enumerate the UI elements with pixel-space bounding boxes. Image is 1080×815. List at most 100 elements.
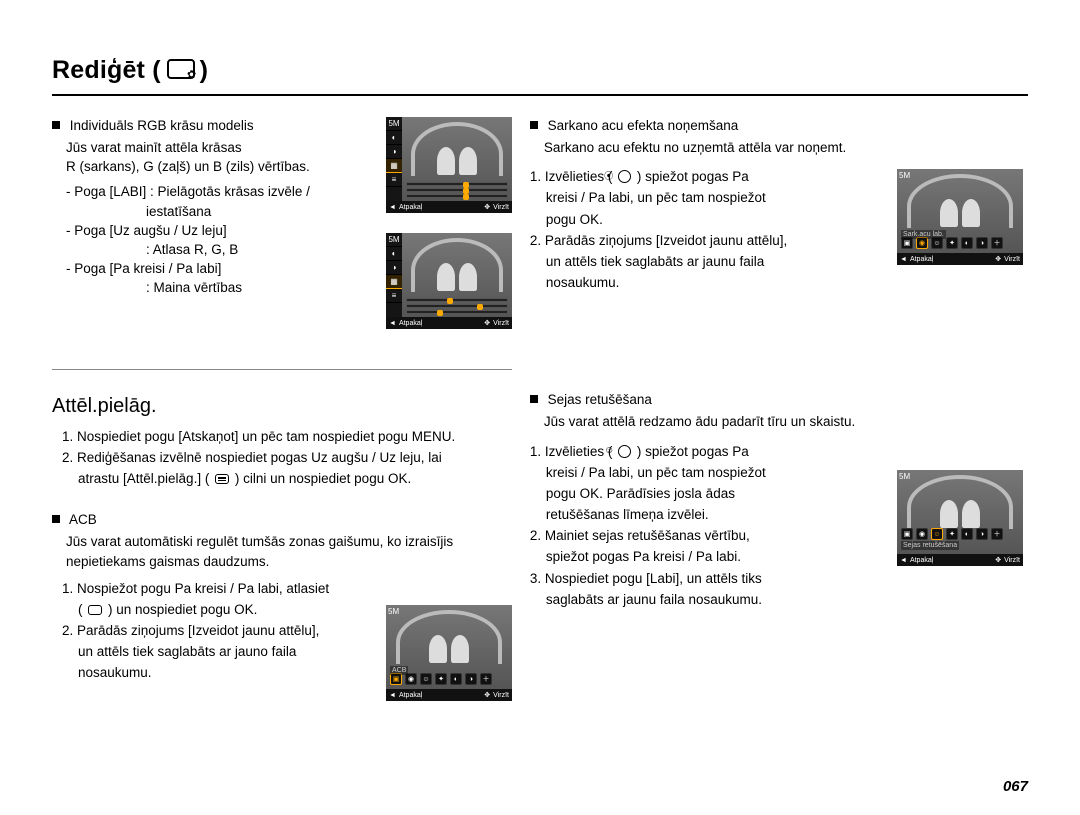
rgb-item-1b: iestatīšana [52,202,360,221]
dpad-icon: ✥ [484,203,490,211]
thumb-photo [402,117,512,201]
face-heading-text: Sejas retušēšana [548,392,652,407]
thumb-photo [402,233,512,317]
acb-intro-2: nepietiekams gaismas daudzums. [52,552,512,571]
tool-icon: ◐ [961,528,973,540]
square-bullet-icon [530,395,538,403]
thumb-couple [437,147,477,175]
left-arrow-icon: ◄ [389,320,396,327]
redeye-steps: 1. Izvēlieties ( ) spiežot pogas Pa krei… [530,167,860,292]
attel-heading: Attēl.pielāg. [52,392,512,420]
thumb-photo: 5M ▣ ◉ ☺ ✦ ◐ ◑ ＋ Sark.acu lab. [897,169,1023,253]
thumb-sidebar-icon: ◑ [386,261,402,275]
left-arrow-icon: ◄ [900,557,907,564]
square-bullet-icon [52,515,60,523]
thumb-size-icon: 5M [899,171,910,180]
redeye-s1b-text: ) spiežot pogas Pa [637,169,749,184]
acb-step-1b-text: ( [78,602,83,617]
redeye-s1a-text: 1. Izvēlieties ( [530,169,613,184]
thumb-move: ✥Virzīt [995,556,1020,564]
acb-step-2c: nosaukumu. [52,663,374,682]
dpad-icon: ✥ [484,319,490,327]
thumb-couple [429,635,469,663]
thumb-sidebar: 5M ◐ ◑ ▦ ≡ [386,117,402,201]
acb-steps: 1. Nospiežot pogu Pa kreisi / Pa labi, a… [52,579,374,683]
attel-step-2b: atrastu [Attēl.pielāg.] ( ) cilni un nos… [52,469,512,488]
rgb-item-1a: - Poga [LABI] : Pielāgotās krāsas izvēle… [52,182,360,201]
thumb-back: ◄Atpakaļ [389,692,422,699]
thumb-size-icon: 5M [386,117,402,131]
tool-icon: ◉ [916,528,928,540]
redeye-s1a: 1. Izvēlieties ( ) spiežot pogas Pa [530,167,860,186]
face-s1d: pogu OK. Parādīsies josla ādas [530,484,860,503]
thumb-back: ◄Atpakaļ [900,256,933,263]
tool-icon: ◐ [961,237,973,249]
thumbnail-redeye: 5M ▣ ◉ ☺ ✦ ◐ ◑ ＋ Sark.acu lab. ◄Atpakaļ … [897,169,1023,265]
redeye-s2c: nosaukumu. [530,273,860,292]
acb-heading: ACB [52,510,512,529]
acb-step-2a: 2. Parādās ziņojums [Izveidot jaunu attē… [52,621,374,640]
left-arrow-icon: ◄ [900,256,907,263]
acb-heading-text: ACB [69,512,97,527]
thumb-back: ◄Atpakaļ [389,320,422,327]
tool-icon: ◑ [976,237,988,249]
title-divider [52,94,1028,96]
tool-icon: ＋ [991,237,1003,249]
redeye-heading: Sarkano acu efekta noņemšana [530,116,1028,135]
square-bullet-icon [52,121,60,129]
tool-icon: ＋ [991,528,1003,540]
section-divider [52,369,512,370]
redeye-s2a: 2. Parādās ziņojums [Izveidot jaunu attē… [530,231,860,250]
rgb-item-3a: - Poga [Pa kreisi / Pa labi] [52,259,360,278]
thumb-photo: 5M ▣ ◉ ☺ ✦ ◐ ◑ ＋ Sejas retušēšana [897,470,1023,554]
face-steps: 1. Izvēlieties ( ) spiežot pogas Pa krei… [530,442,860,609]
thumb-move-text: Virzīt [1004,557,1020,564]
thumb-move: ✥Virzīt [484,203,509,211]
thumb-statusbar: ◄Atpakaļ ✥Virzīt [386,317,512,329]
thumb-statusbar: ◄Atpakaļ ✥Virzīt [897,554,1023,566]
redeye-intro: Sarkano acu efektu no uzņemtā attēla var… [530,138,1028,157]
tool-icon: ◑ [976,528,988,540]
face-s2b: spiežot pogas Pa kreisi / Pa labi. [530,547,860,566]
tool-icon: ☺ [931,528,943,540]
left-arrow-icon: ◄ [389,204,396,211]
thumb-move-text: Virzīt [493,692,509,699]
thumb-tool-row: ▣ ◉ ☺ ✦ ◐ ◑ ＋ [901,528,1019,540]
tool-icon: ▣ [901,528,913,540]
page-title-close: ) [200,56,209,84]
thumb-statusbar: ◄Atpakaļ ✥Virzīt [386,689,512,701]
thumbnail-rgb-1: 5M ◐ ◑ ▦ ≡ ◄Atpakaļ ✥Virzīt [386,117,512,213]
thumb-back-text: Atpakaļ [399,320,422,327]
body-columns: Individuāls RGB krāsu modelis Jūs varat … [52,110,1028,683]
thumb-move-text: Virzīt [493,320,509,327]
attel-step-2a: 2. Rediģēšanas izvēlnē nospiediet pogas … [52,448,512,467]
face-s3b: saglabāts ar jaunu faila nosaukumu. [530,590,860,609]
thumb-mode-label: ACB [390,666,408,675]
rgb-item-2a: - Poga [Uz augšu / Uz leju] [52,221,360,240]
acb-mode-icon [88,605,102,615]
thumbnail-rgb-2: 5M ◐ ◑ ▦ ≡ ◄Atpakaļ ✥Virzīt [386,233,512,329]
thumb-move: ✥Virzīt [484,319,509,327]
dpad-icon: ✥ [995,556,1001,564]
face-heading: Sejas retušēšana [530,390,1028,409]
thumb-sidebar-icon: ◐ [386,131,402,145]
thumb-sidebar-icon: ≡ [386,173,402,187]
tool-icon: ✦ [946,237,958,249]
redeye-heading-text: Sarkano acu efekta noņemšana [548,118,739,133]
thumb-rgb-bars [406,180,508,198]
sliders-icon [215,474,229,484]
thumb-statusbar: ◄Atpakaļ ✥Virzīt [897,253,1023,265]
tool-icon: ☺ [420,673,432,685]
thumb-move: ✥Virzīt [995,255,1020,263]
face-retouch-icon [618,445,631,458]
tool-icon: ＋ [480,673,492,685]
acb-step-1a: 1. Nospiežot pogu Pa kreisi / Pa labi, a… [52,579,374,598]
acb-step-1b: ( ) un nospiediet pogu OK. [52,600,374,619]
face-s1a-text: 1. Izvēlieties ( [530,444,613,459]
attel-step-2b-text: atrastu [Attēl.pielāg.] ( [78,471,209,486]
dpad-icon: ✥ [484,691,490,699]
face-intro: Jūs varat attēlā redzamo ādu padarīt tīr… [530,412,1028,431]
thumb-back: ◄Atpakaļ [900,557,933,564]
attel-step-1: 1. Nospiediet pogu [Atskaņot] un pēc tam… [52,427,512,446]
thumb-sidebar-icon: ▦ [386,275,402,289]
